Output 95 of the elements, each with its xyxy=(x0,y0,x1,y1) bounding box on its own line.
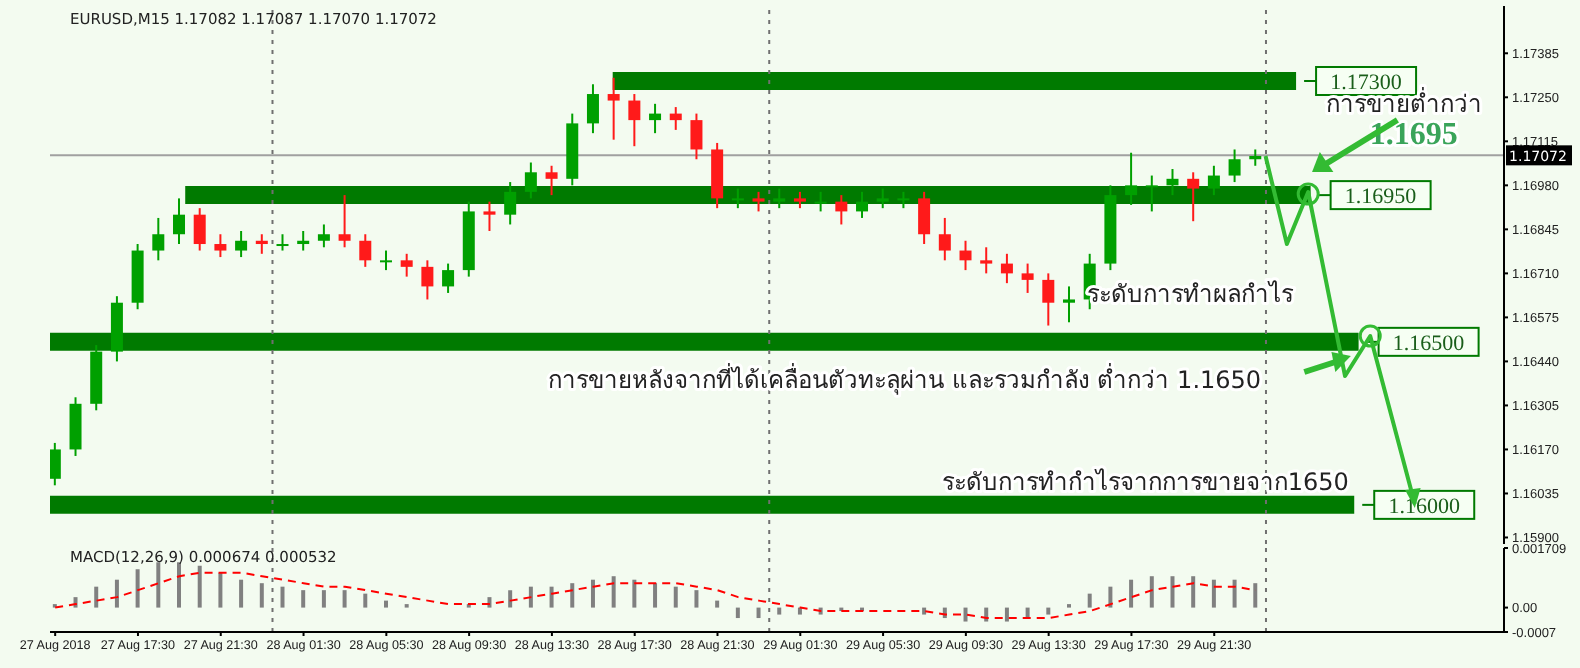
annotation: ระดับการทำกำไรจากการขายจาก1650 xyxy=(941,468,1349,496)
candlestick xyxy=(856,190,869,219)
ref-line-label: 1.16500 xyxy=(1392,331,1466,356)
bar xyxy=(321,590,326,608)
bar xyxy=(1211,579,1216,608)
candlestick xyxy=(379,249,392,272)
candlestick xyxy=(649,102,662,135)
candlestick xyxy=(586,83,599,135)
candlestick xyxy=(876,187,889,210)
bar xyxy=(1129,579,1134,608)
candlestick xyxy=(1166,168,1179,197)
bar xyxy=(1087,593,1092,608)
candlestick xyxy=(1000,252,1013,285)
bar xyxy=(135,569,140,608)
candlestick xyxy=(1187,171,1200,223)
candlestick xyxy=(773,187,786,210)
candlestick xyxy=(1145,174,1158,213)
candlestick xyxy=(918,190,931,246)
bar xyxy=(259,583,264,608)
candlestick xyxy=(50,441,61,487)
candlestick xyxy=(504,181,517,226)
candlestick xyxy=(69,396,82,457)
bar xyxy=(549,586,554,608)
bar xyxy=(239,579,244,608)
bar xyxy=(922,607,927,615)
candlestick xyxy=(255,233,268,255)
candlestick xyxy=(980,246,993,275)
bar xyxy=(114,579,119,608)
bar xyxy=(280,586,285,608)
candlestick xyxy=(959,239,972,272)
candlestick xyxy=(524,161,537,200)
candlestick xyxy=(731,187,744,210)
candlestick xyxy=(152,216,165,262)
bar xyxy=(632,579,637,608)
candlestick xyxy=(690,112,703,161)
candlestick xyxy=(483,200,496,232)
candlestick xyxy=(1063,285,1075,324)
bar xyxy=(218,572,223,608)
candlestick xyxy=(235,229,248,259)
candlestick xyxy=(338,194,351,249)
candlestick xyxy=(400,252,413,278)
bar xyxy=(301,590,306,608)
ref-line-label: 1.16950 xyxy=(1344,185,1418,210)
candlestick xyxy=(1042,272,1055,327)
bar xyxy=(1046,607,1051,615)
bar xyxy=(342,590,347,608)
line-series xyxy=(54,571,1257,620)
bar xyxy=(1149,576,1154,608)
bar xyxy=(715,600,720,608)
bar xyxy=(611,576,616,608)
bar xyxy=(197,565,202,608)
bar xyxy=(590,579,595,608)
bar xyxy=(363,593,368,608)
candlestick xyxy=(545,164,558,197)
bar xyxy=(1004,607,1009,622)
bar xyxy=(963,607,968,622)
candlestick xyxy=(317,223,330,249)
bar xyxy=(383,600,388,608)
candlestick xyxy=(1021,262,1034,294)
bar xyxy=(756,607,761,619)
bar xyxy=(177,562,182,608)
bar xyxy=(570,583,575,608)
bar xyxy=(1253,583,1258,608)
candlestick xyxy=(276,233,289,252)
candlestick xyxy=(1228,148,1241,184)
bar xyxy=(777,607,782,615)
candlestick xyxy=(938,216,951,262)
bar xyxy=(735,607,740,619)
candlestick xyxy=(607,76,620,141)
bar xyxy=(1191,576,1196,608)
bar xyxy=(156,562,161,608)
candlestick xyxy=(814,190,827,213)
candlestick xyxy=(1125,151,1138,206)
candlestick xyxy=(193,207,206,252)
bar xyxy=(528,586,533,608)
candlestick xyxy=(297,229,310,252)
candlestick xyxy=(359,233,372,268)
candlestick xyxy=(421,259,434,301)
bar xyxy=(1232,579,1237,608)
candlestick xyxy=(835,194,848,226)
bar xyxy=(1170,576,1175,608)
bar xyxy=(797,607,802,615)
candlestick xyxy=(1207,164,1220,197)
candlestick xyxy=(752,190,765,213)
bar xyxy=(694,590,699,608)
candlestick xyxy=(669,106,682,131)
candlestick xyxy=(628,93,641,148)
bar xyxy=(94,586,99,608)
bar xyxy=(673,586,678,608)
candlestick xyxy=(173,197,186,246)
candlestick xyxy=(442,262,455,294)
ref-line-label: 1.16000 xyxy=(1388,494,1461,519)
candlestick xyxy=(214,233,227,259)
bar xyxy=(653,583,658,608)
annotation: การขายหลังจากที่ได้เคลื่อนตัวทะลุผ่าน และรวมกำลัง ต่ำกว่า 1.1650 xyxy=(548,362,1262,396)
